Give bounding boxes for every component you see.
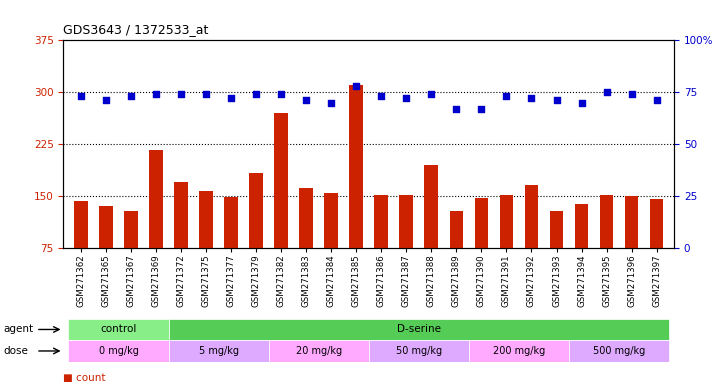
Point (301, 98, 312, 104)
Bar (74, 201, 88, 300)
Point (376, 93, 387, 99)
Point (626, 91, 637, 97)
Bar (324, 193, 338, 300)
Bar (124, 211, 138, 300)
Point (175, 91, 187, 97)
Bar (500, 195, 513, 300)
Point (275, 91, 287, 97)
Text: D-serine: D-serine (397, 324, 441, 334)
Bar (469, 340, 569, 362)
Text: agent: agent (3, 324, 33, 334)
Bar (350, 85, 363, 300)
Point (451, 106, 462, 112)
Point (250, 91, 262, 97)
Bar (99, 205, 113, 300)
Bar (399, 195, 413, 300)
Bar (374, 195, 388, 300)
Bar (68, 340, 169, 362)
Text: GDS3643 / 1372533_at: GDS3643 / 1372533_at (63, 23, 209, 36)
Bar (68, 319, 169, 340)
Bar (269, 340, 368, 362)
Point (576, 99, 588, 106)
Bar (650, 199, 663, 300)
Text: 500 mg/kg: 500 mg/kg (593, 346, 645, 356)
Point (425, 91, 437, 97)
Bar (369, 340, 469, 362)
Point (125, 93, 137, 99)
Bar (525, 185, 539, 300)
Point (500, 93, 512, 99)
Text: ■ count: ■ count (63, 373, 106, 383)
Bar (624, 196, 639, 300)
Text: 5 mg/kg: 5 mg/kg (198, 346, 239, 356)
Bar (169, 340, 269, 362)
Bar (169, 319, 669, 340)
Bar (600, 195, 614, 300)
Bar (575, 204, 588, 300)
Bar (474, 198, 488, 300)
Text: dose: dose (3, 346, 28, 356)
Point (75, 93, 87, 99)
Bar (425, 165, 438, 300)
Point (526, 95, 537, 101)
Bar (149, 149, 163, 300)
Text: 0 mg/kg: 0 mg/kg (99, 346, 138, 356)
Bar (199, 191, 213, 300)
Point (401, 95, 412, 101)
Bar (174, 182, 188, 300)
Text: 50 mg/kg: 50 mg/kg (396, 346, 442, 356)
Point (350, 83, 362, 89)
Point (601, 89, 612, 95)
Point (150, 91, 162, 97)
Bar (224, 197, 238, 300)
Bar (549, 211, 563, 300)
Point (100, 98, 112, 104)
Point (651, 98, 663, 104)
Bar (299, 187, 313, 300)
Point (226, 95, 237, 101)
Bar (274, 113, 288, 300)
Point (200, 91, 212, 97)
Point (551, 98, 562, 104)
Point (325, 99, 337, 106)
Bar (249, 173, 263, 300)
Bar (449, 211, 464, 300)
Bar (569, 340, 669, 362)
Text: control: control (100, 324, 137, 334)
Point (476, 106, 487, 112)
Text: 20 mg/kg: 20 mg/kg (296, 346, 342, 356)
Text: 200 mg/kg: 200 mg/kg (493, 346, 545, 356)
